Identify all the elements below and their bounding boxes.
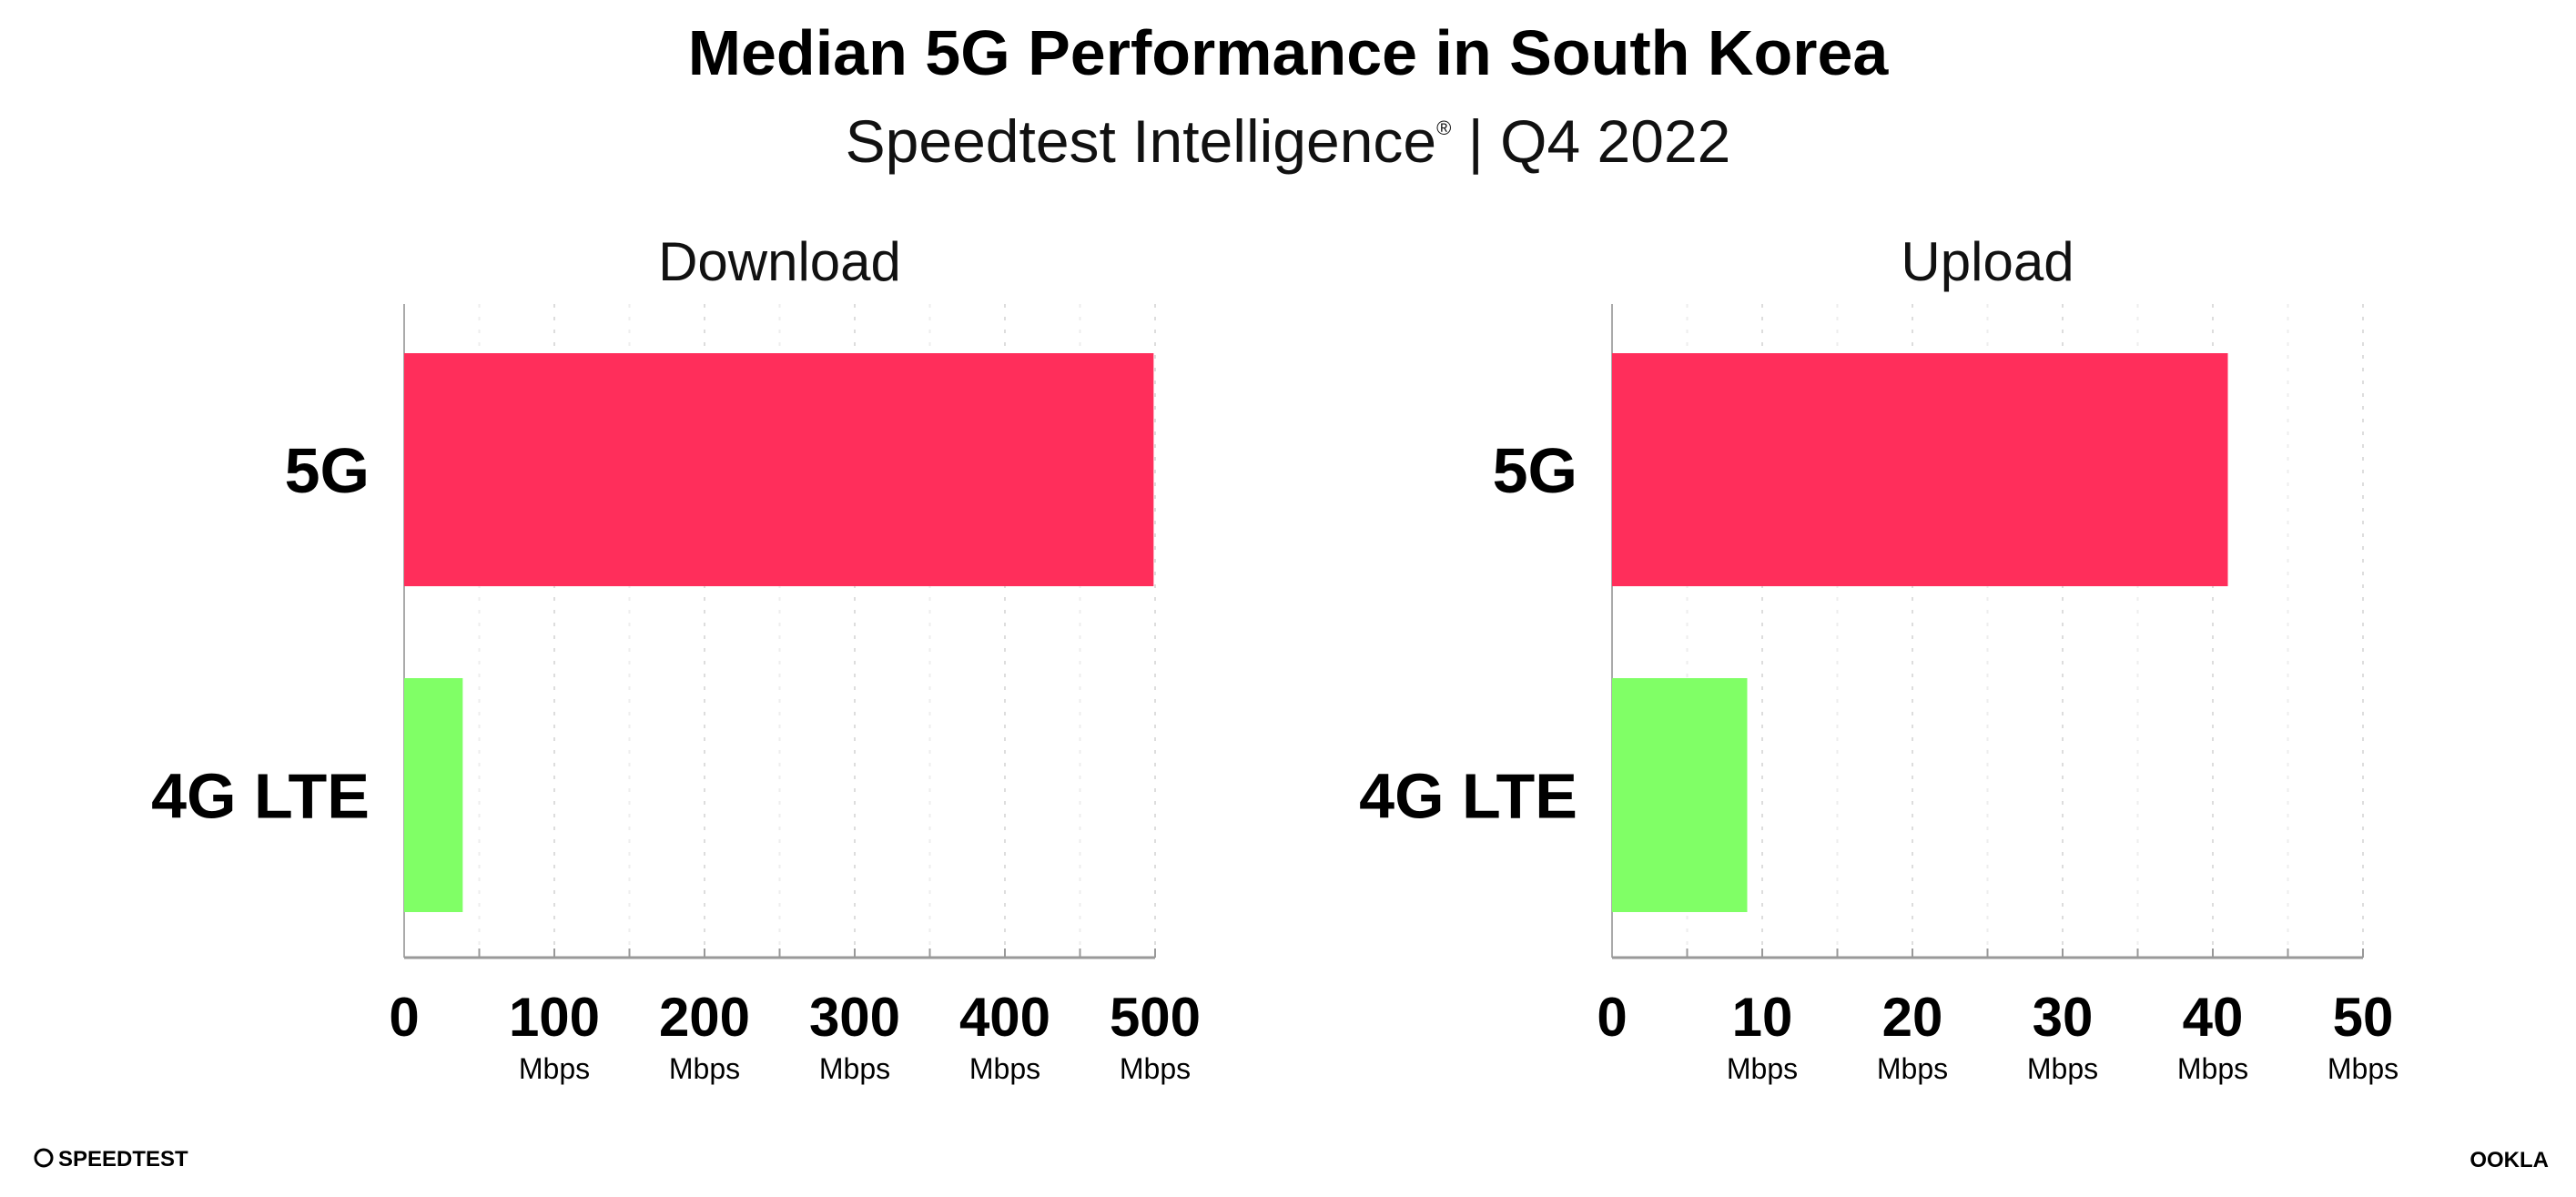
tick-unit: Mbps: [819, 1052, 890, 1085]
bar-4g-lte: [404, 678, 463, 912]
tick-unit: Mbps: [1727, 1052, 1798, 1085]
chart-subtitle: Speedtest Intelligence® | Q4 2022: [846, 107, 1731, 175]
tick-unit: Mbps: [669, 1052, 740, 1085]
tick-unit: Mbps: [2177, 1052, 2248, 1085]
speedtest-logo: SPEEDTEST: [34, 1147, 188, 1172]
tick-label: 100: [509, 987, 600, 1048]
bar-5g: [404, 353, 1154, 586]
category-label: 5G: [285, 435, 370, 506]
tick-label: 500: [1110, 987, 1201, 1048]
tick-label: 20: [1882, 987, 1943, 1048]
tick-label: 0: [1597, 987, 1627, 1048]
bar-5g: [1612, 353, 2228, 586]
category-label: 4G LTE: [1359, 761, 1577, 832]
panel-title: Upload: [1901, 231, 2074, 292]
ookla-logo: OOKLA: [2470, 1148, 2549, 1172]
subtitle-text: Speedtest Intelligence: [846, 107, 1436, 175]
tick-label: 50: [2333, 987, 2394, 1048]
panel-download: Download 0 100 Mbps 200 Mbps 300 Mbps 400 Mbps 500…: [151, 231, 1201, 1085]
tick-label: 30: [2033, 987, 2094, 1048]
tick-unit: Mbps: [969, 1052, 1040, 1085]
speedtest-logo-text: SPEEDTEST: [58, 1147, 188, 1172]
tick-unit: Mbps: [1120, 1052, 1191, 1085]
registered-mark: ®: [1436, 117, 1451, 139]
panel-title: Download: [658, 231, 901, 292]
tick-unit: Mbps: [2027, 1052, 2098, 1085]
tick-label: 300: [809, 987, 900, 1048]
panel-upload: Upload 0 10 Mbps 20 Mbps 30 Mbps 40 Mbps 50 Mbps 5G 4…: [1359, 231, 2399, 1085]
category-label: 4G LTE: [151, 761, 370, 832]
tick-unit: Mbps: [519, 1052, 590, 1085]
tick-label: 200: [659, 987, 750, 1048]
chart-title: Median 5G Performance in South Korea: [688, 17, 1890, 88]
tick-unit: Mbps: [2328, 1052, 2399, 1085]
speedtest-gauge-icon: [34, 1148, 54, 1168]
tick-label: 10: [1732, 987, 1793, 1048]
category-label: 5G: [1493, 435, 1577, 506]
tick-label: 40: [2183, 987, 2244, 1048]
tick-label: 0: [389, 987, 419, 1048]
bar-4g-lte: [1612, 678, 1748, 912]
subtitle-period: | Q4 2022: [1451, 107, 1730, 175]
tick-label: 400: [959, 987, 1050, 1048]
tick-unit: Mbps: [1877, 1052, 1948, 1085]
